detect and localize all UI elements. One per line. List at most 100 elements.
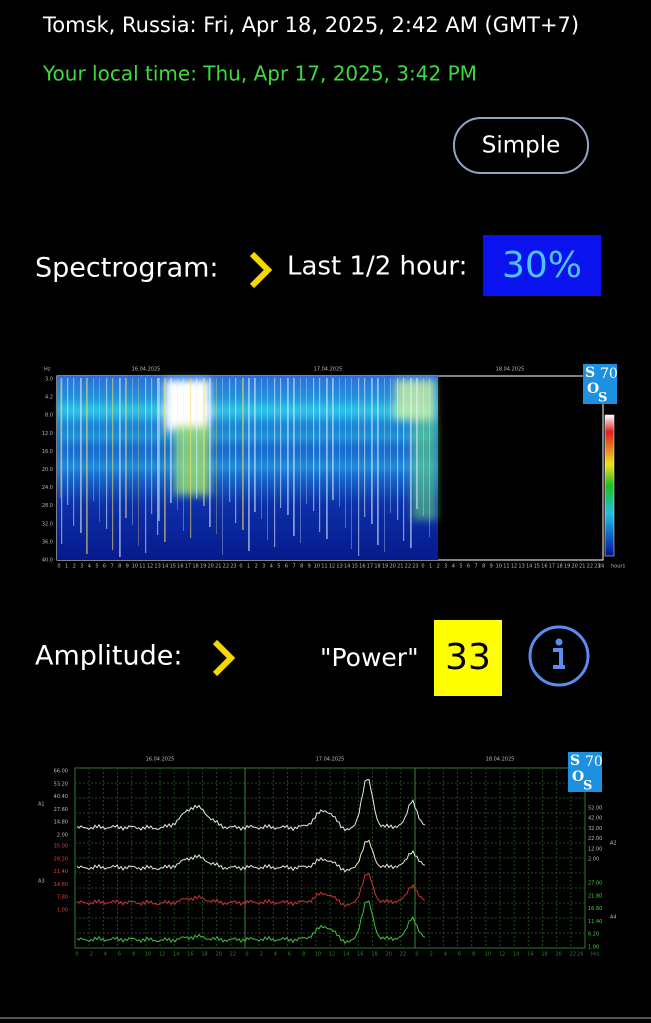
- x-label: 19: [564, 564, 570, 570]
- streak: [293, 378, 295, 536]
- info-button[interactable]: [528, 625, 590, 687]
- period-label: Last 1/2 hour:: [287, 252, 467, 282]
- power-box: [434, 620, 502, 696]
- x-label: 2: [90, 952, 93, 958]
- power-value: 33: [445, 637, 491, 678]
- logo-box: [583, 364, 617, 404]
- trace: [76, 779, 426, 832]
- y-label: 6.20: [588, 932, 599, 938]
- amplitude-label: Amplitude:: [35, 641, 182, 672]
- y-label: 11.40: [588, 919, 602, 925]
- simple-button-label[interactable]: Simple: [482, 133, 561, 159]
- streak: [429, 378, 430, 537]
- chevron[interactable]: [249, 251, 273, 289]
- x-label: 2: [255, 564, 258, 570]
- streak: [222, 378, 223, 555]
- x-label: 7: [474, 564, 477, 570]
- date-label: 16.04.2025: [146, 757, 175, 763]
- date-label: 16.04.2025: [132, 367, 161, 373]
- x-label: 15: [352, 564, 358, 570]
- info-icon-dot[interactable]: [555, 638, 563, 646]
- streak: [377, 378, 379, 545]
- streak: [332, 378, 334, 500]
- x-label: 1: [247, 564, 250, 570]
- x-label: 19: [382, 564, 388, 570]
- x-label: 19: [200, 564, 206, 570]
- x-label: 16: [177, 564, 183, 570]
- x-label: 14: [513, 952, 519, 958]
- streak: [151, 378, 153, 514]
- y-label: 12.0: [42, 431, 53, 437]
- channel-label: A4: [610, 915, 617, 921]
- streak: [119, 378, 121, 557]
- x-label: 20: [215, 952, 221, 958]
- x-label: 3: [262, 564, 265, 570]
- x-label: 14: [162, 564, 168, 570]
- y-label: 3.0: [45, 377, 53, 383]
- x-label: 16: [527, 952, 533, 958]
- logo-number: 70: [600, 366, 618, 382]
- streak: [190, 378, 192, 538]
- streak: [274, 378, 276, 547]
- streak: [145, 378, 147, 553]
- logo-letter: O: [572, 769, 584, 785]
- simple-button[interactable]: [453, 117, 589, 174]
- x-label: 12: [499, 952, 505, 958]
- streak: [216, 378, 217, 534]
- chevron[interactable]: [212, 639, 236, 677]
- streak: [209, 378, 211, 527]
- streak: [158, 378, 160, 521]
- streak: [371, 378, 373, 524]
- streak: [410, 378, 412, 548]
- x-label: 18: [192, 564, 198, 570]
- channel-label: A2: [610, 841, 617, 847]
- y-label: 27.00: [588, 881, 602, 887]
- streak: [390, 378, 391, 513]
- x-label: 10: [496, 564, 502, 570]
- y-label: 1.00: [57, 908, 68, 914]
- x-label: 12: [329, 952, 335, 958]
- y-label: 16.60: [588, 906, 602, 912]
- x-label: 13: [336, 564, 342, 570]
- streak: [403, 378, 405, 541]
- info-icon-stem[interactable]: [553, 648, 565, 669]
- streak: [112, 378, 114, 550]
- x-label: 23: [594, 564, 600, 570]
- x-label: 15: [534, 564, 540, 570]
- streak: [339, 378, 340, 507]
- y-label: 22.00: [588, 836, 602, 842]
- y-label: 14.80: [54, 820, 68, 826]
- x-label: 18: [371, 952, 377, 958]
- x-label: 5: [459, 564, 462, 570]
- date-label: 18.04.2025: [496, 367, 525, 373]
- x-label: 22: [230, 952, 236, 958]
- x-label: 24: [577, 952, 583, 958]
- streak: [267, 378, 268, 540]
- y-label: 12.00: [588, 846, 602, 852]
- x-label: 18: [201, 952, 207, 958]
- x-label: 8: [132, 952, 135, 958]
- streak: [132, 378, 133, 525]
- logo-letter: S: [598, 391, 607, 406]
- streak: [345, 378, 346, 528]
- x-label: 9: [126, 564, 129, 570]
- x-label: 17: [367, 564, 373, 570]
- streak: [86, 378, 88, 554]
- spectrogram: 16.04.2025 17.04.2025 18.04.2025 Hz 3.0 4.2 8.…: [42, 367, 626, 570]
- streak: [203, 378, 205, 506]
- streak: [280, 378, 282, 508]
- y-label: 32.00: [588, 826, 602, 832]
- x-label: 16: [541, 564, 547, 570]
- x-label: 4: [444, 952, 447, 958]
- x-label: 0: [421, 564, 424, 570]
- x-label: 9: [308, 564, 311, 570]
- streak: [397, 378, 399, 520]
- date-label: 18.04.2025: [486, 757, 515, 763]
- y-label: 2.00: [588, 857, 599, 863]
- x-label: 16: [357, 952, 363, 958]
- x-label: 23: [412, 564, 418, 570]
- x-label: 10: [132, 564, 138, 570]
- local-time: Your local time: Thu, Apr 17, 2025, 3:42…: [42, 62, 477, 86]
- x-label: 11: [139, 564, 145, 570]
- streak: [229, 378, 231, 502]
